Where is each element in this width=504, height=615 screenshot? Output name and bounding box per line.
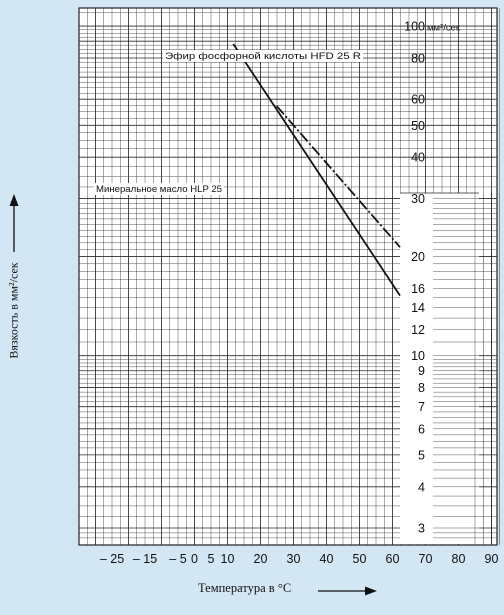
x-tick-label: – 15 (133, 552, 157, 566)
series-labels: Эфир фосфорной кислоты HFD 25 R Минеральн… (94, 50, 363, 195)
series-label-background (163, 50, 363, 62)
y-axis-label: Вязкость в мм²/сек (6, 261, 21, 359)
y-tick-label: 3 (418, 522, 425, 536)
series-label-mineral-oil: Минеральное масло HLP 25 (96, 184, 222, 195)
y-tick-label: 16 (411, 282, 425, 296)
x-tick-label: 40 (320, 552, 334, 566)
series-label-phosphate-ester: Эфир фосфорной кислоты HFD 25 R (165, 51, 361, 62)
x-tick-label: 30 (287, 552, 301, 566)
series-line-phosphate-ester (232, 43, 401, 297)
x-tick-label: 20 (254, 552, 268, 566)
y-tick-label: 50 (411, 119, 425, 133)
y-tick-label: 5 (418, 448, 425, 462)
x-tick-label: 80 (452, 552, 466, 566)
y-tick-label: 100 (404, 20, 425, 34)
y-tick-label: 6 (418, 422, 425, 436)
y-tick-label: 80 (411, 52, 425, 66)
y-tick-label: 8 (418, 381, 425, 395)
x-tick-label: 5 (208, 552, 215, 566)
y-tick-label: 20 (411, 250, 425, 264)
x-tick-label: 60 (386, 552, 400, 566)
tick-label-panel (400, 193, 479, 544)
y-tick-label: 7 (418, 400, 425, 414)
series-label-background (94, 183, 224, 195)
axis-arrows (9, 194, 377, 596)
y-tick-label: 40 (411, 151, 425, 165)
y-tick-label: 14 (411, 301, 425, 315)
y-tick-label: 30 (411, 192, 425, 206)
x-tick-label: 0 (191, 552, 198, 566)
y-tick-label: 60 (411, 93, 425, 107)
x-axis-label: Температура в °C (198, 581, 292, 595)
x-tick-label: 90 (485, 552, 499, 566)
y-axis-label-box: Вязкость в мм²/сек (4, 80, 24, 540)
y-tick-label: 9 (418, 364, 425, 378)
panel-grid-lines (400, 192, 500, 544)
y-tick-label: 12 (411, 323, 425, 337)
x-tick-label: 50 (353, 552, 367, 566)
series-lines (232, 43, 401, 297)
x-tick-label: 70 (419, 552, 433, 566)
series-line-mineral-oil (275, 105, 401, 248)
y-tick-label: 10 (411, 349, 425, 363)
x-tick-labels: – 25– 15– 505102030405060708090100110120 (100, 552, 499, 566)
y-axis-arrow-icon (9, 194, 19, 206)
y-tick-labels: 3 4 5 6 7 8 910 12 14 16 20 30 40 50 60 80 100 мм²/сек (404, 20, 461, 536)
y-tick-label: 4 (418, 480, 425, 494)
y-unit-label: мм²/сек (427, 23, 461, 34)
x-axis-arrow-icon (365, 586, 377, 596)
x-tick-label: 10 (221, 552, 235, 566)
x-tick-label: – 5 (169, 552, 186, 566)
x-tick-label: – 25 (100, 552, 124, 566)
